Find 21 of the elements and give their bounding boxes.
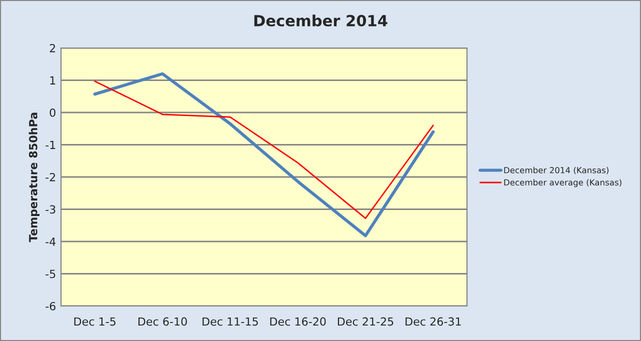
line-series [94,80,434,219]
y-tick-label: -6 [46,302,56,310]
x-tick-label: Dec 26-31 [406,317,461,326]
legend-label: December average (Kansas) [504,179,622,188]
x-tick-label: Dec 6-10 [138,317,187,326]
y-tick-label: -2 [46,172,56,182]
y-tick-label: -1 [46,140,56,149]
y-tick-label: -4 [46,238,56,246]
y-tick-label: 2 [50,44,56,52]
x-tick-label: Dec 16-20 [270,317,326,326]
y-tick-label: -3 [46,205,56,214]
x-tick-label: Dec 21-25 [338,317,394,326]
y-tick-label: -5 [46,270,56,278]
x-tick-label: Dec 1-5 [74,317,116,326]
legend-label: December 2014 (Kansas) [504,166,608,174]
y-axis-title: Temperature 850hPa [28,112,40,242]
y-tick-label: 1 [50,76,56,84]
x-tick-label: Dec 11-15 [202,317,258,326]
y-tick-label: 0 [50,108,56,117]
line-series [93,72,435,238]
chart-title: December 2014 [254,14,388,26]
